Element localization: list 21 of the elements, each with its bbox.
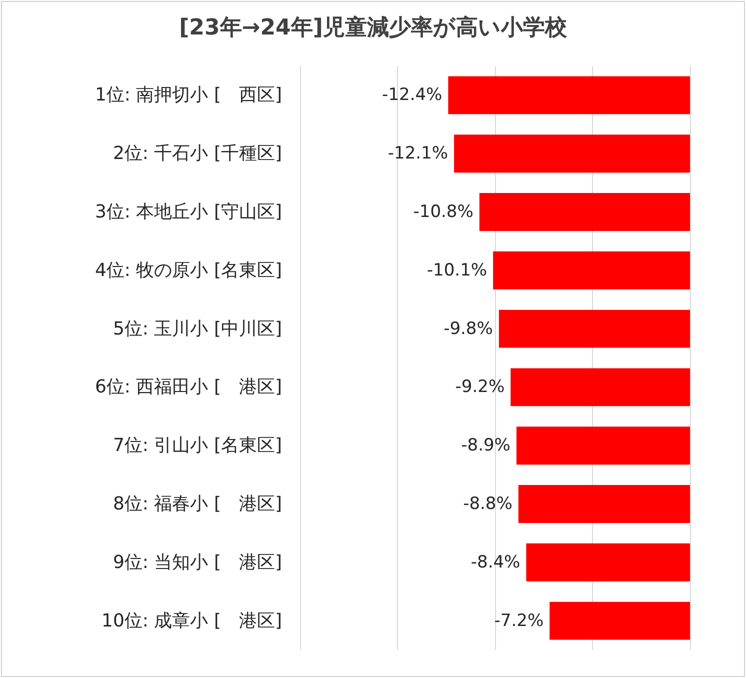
y-tick-label: 6位: 西福田小 [ 港区] — [94, 376, 282, 398]
y-tick-label: 5位: 玉川小 [中川区] — [112, 318, 282, 340]
y-tick-label: 4位: 牧の原小 [名東区] — [94, 260, 282, 281]
y-tick-label: 10位: 成章小 [ 港区] — [102, 610, 282, 632]
y-tick-label: 1位: 南押切小 [ 西区] — [94, 84, 282, 106]
data-label: -8.4% — [470, 552, 520, 572]
data-label: -7.2% — [494, 610, 544, 631]
y-tick-label: 9位: 当知小 [ 港区] — [112, 552, 282, 573]
y-tick-label: 2位: 千石小 [千種区] — [112, 143, 282, 164]
y-tick-label: 3位: 本地丘小 [守山区] — [94, 202, 282, 222]
data-label: -10.1% — [426, 260, 488, 280]
data-label: -8.8% — [463, 494, 512, 514]
chart-title: [23年→24年]児童減少率が高い小学校 — [179, 14, 568, 40]
data-label: -9.2% — [455, 377, 505, 398]
data-label: -10.8% — [413, 202, 474, 222]
data-label: -12.1% — [388, 144, 448, 164]
y-tick-label: 7位: 引山小 [名東区] — [112, 435, 282, 456]
data-label: -9.8% — [444, 318, 493, 339]
y-tick-label: 8位: 福春小 [ 港区] — [112, 494, 282, 514]
data-label: -12.4% — [382, 85, 442, 106]
data-label: -8.9% — [461, 436, 510, 456]
